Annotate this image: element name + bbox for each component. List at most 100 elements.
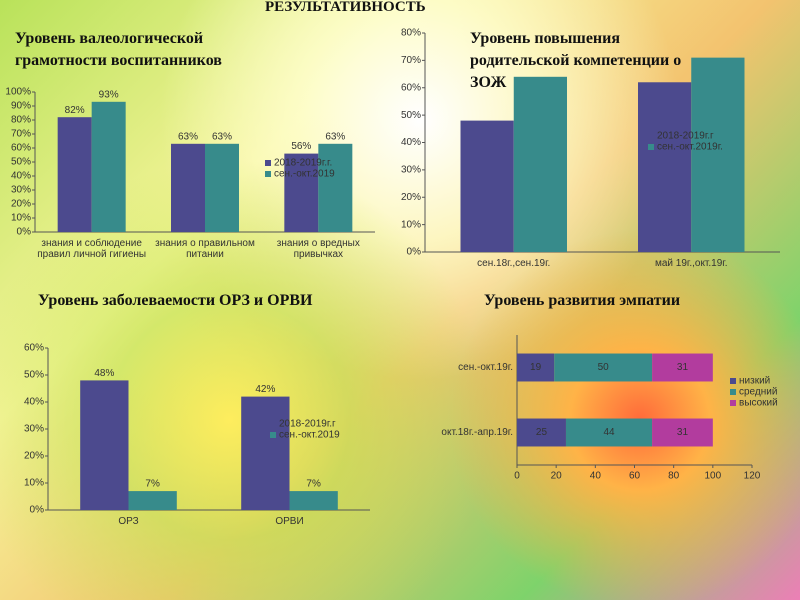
value-label: 63% (325, 131, 345, 142)
bar (91, 101, 126, 232)
x-tick-label: 60 (629, 471, 641, 482)
bar (289, 491, 338, 510)
y-tick-label: окт.18г.-апр.19г. (441, 427, 513, 438)
y-tick-label: 60% (401, 82, 421, 93)
value-label: 25 (536, 427, 548, 438)
chart-title: Уровень повышения родительской компетенц… (470, 30, 682, 91)
value-label: 48% (94, 368, 114, 379)
legend-swatch (730, 389, 736, 395)
value-label: 82% (65, 105, 85, 116)
y-tick-label: 10% (401, 219, 421, 230)
chart-title: Уровень валеологической грамотности восп… (15, 30, 222, 69)
bar (128, 491, 177, 510)
x-tick-label: 40 (590, 471, 602, 482)
x-tick-label: знания о вредных привычках (276, 238, 360, 260)
y-tick-label: 50% (401, 110, 421, 121)
x-tick-label: 0 (514, 471, 520, 482)
legend-swatch (265, 160, 271, 166)
value-label: 56% (291, 141, 311, 152)
bar (284, 153, 319, 232)
bar-segment (565, 418, 653, 447)
y-tick-label: 40% (11, 171, 31, 182)
legend-swatch (730, 378, 736, 384)
x-tick-label: сен.18г.,сен.19г. (477, 258, 551, 269)
legend-swatch (270, 421, 276, 427)
legend-swatch (730, 400, 736, 406)
value-label: 31 (677, 362, 689, 373)
bar-segment (554, 353, 653, 382)
y-tick-label: 0% (30, 505, 45, 516)
bar-segment (652, 418, 713, 447)
x-tick-label: 120 (744, 471, 761, 482)
y-tick-label: 20% (11, 199, 31, 210)
y-tick-label: 70% (11, 129, 31, 140)
x-tick-label: знания и соблюдение правил личной гигиен… (37, 238, 147, 260)
legend-label: сен.-окт.2019г. (657, 142, 723, 153)
legend-label: сен.-окт.2019 (274, 169, 335, 180)
x-tick-label: ОРВИ (275, 516, 304, 527)
value-label: 31 (677, 427, 689, 438)
legend-swatch (648, 133, 654, 139)
y-tick-label: 50% (24, 370, 44, 381)
value-label: 44 (603, 427, 615, 438)
y-tick-label: сен.-окт.19г. (458, 362, 513, 373)
y-tick-label: 10% (11, 213, 31, 224)
y-tick-label: 60% (24, 343, 44, 354)
bar (318, 143, 353, 232)
legend-label: 2018-2019г.г (279, 419, 336, 430)
bar (57, 117, 92, 232)
value-label: 7% (306, 479, 321, 490)
value-label: 63% (178, 131, 198, 142)
y-tick-label: 0% (407, 247, 422, 258)
y-tick-label: 40% (24, 397, 44, 408)
value-label: 50 (598, 362, 610, 373)
chart-title: Уровень заболеваемости ОРЗ и ОРВИ (38, 292, 313, 309)
y-tick-label: 30% (11, 185, 31, 196)
y-tick-label: 40% (401, 137, 421, 148)
y-tick-label: 90% (11, 101, 31, 112)
y-tick-label: 100% (5, 87, 31, 98)
bar (513, 76, 567, 252)
y-tick-label: 10% (24, 478, 44, 489)
legend-label: высокий (739, 398, 778, 409)
bar (638, 82, 692, 253)
legend-label: 2018-2019г.г (657, 131, 714, 142)
y-tick-label: 70% (401, 55, 421, 66)
y-tick-label: 30% (401, 165, 421, 176)
y-tick-label: 80% (401, 28, 421, 39)
y-tick-label: 20% (24, 451, 44, 462)
bar (691, 57, 745, 253)
y-tick-label: 20% (401, 192, 421, 203)
chart-title: Уровень развития эмпатии (484, 292, 681, 309)
bar-segment (517, 353, 555, 382)
bar-segment (517, 418, 566, 447)
legend-label: сен.-окт.2019 (279, 430, 340, 441)
x-tick-label: 20 (551, 471, 563, 482)
legend-label: средний (739, 387, 777, 398)
bar (205, 143, 239, 232)
legend-swatch (265, 171, 271, 177)
x-tick-label: 100 (704, 471, 721, 482)
y-tick-label: 30% (24, 424, 44, 435)
y-tick-label: 60% (11, 143, 31, 154)
y-tick-label: 50% (11, 157, 31, 168)
bar (171, 143, 205, 232)
value-label: 93% (99, 89, 119, 100)
bar (80, 380, 129, 510)
legend-label: 2018-2019г.г. (274, 158, 332, 169)
x-tick-label: знания о правильном питании (155, 238, 255, 260)
slide-title: РЕЗУЛЬТАТИВНОСТЬ (265, 0, 426, 15)
x-tick-label: май 19г.,окт.19г. (654, 258, 728, 269)
bar-segment (652, 353, 713, 382)
value-label: 7% (145, 479, 160, 490)
bar (241, 396, 290, 510)
y-tick-label: 80% (11, 115, 31, 126)
value-label: 63% (212, 131, 232, 142)
legend-label: низкий (739, 376, 770, 387)
y-tick-label: 0% (17, 227, 32, 238)
legend-swatch (648, 144, 654, 150)
x-tick-label: 80 (668, 471, 680, 482)
legend-swatch (270, 432, 276, 438)
